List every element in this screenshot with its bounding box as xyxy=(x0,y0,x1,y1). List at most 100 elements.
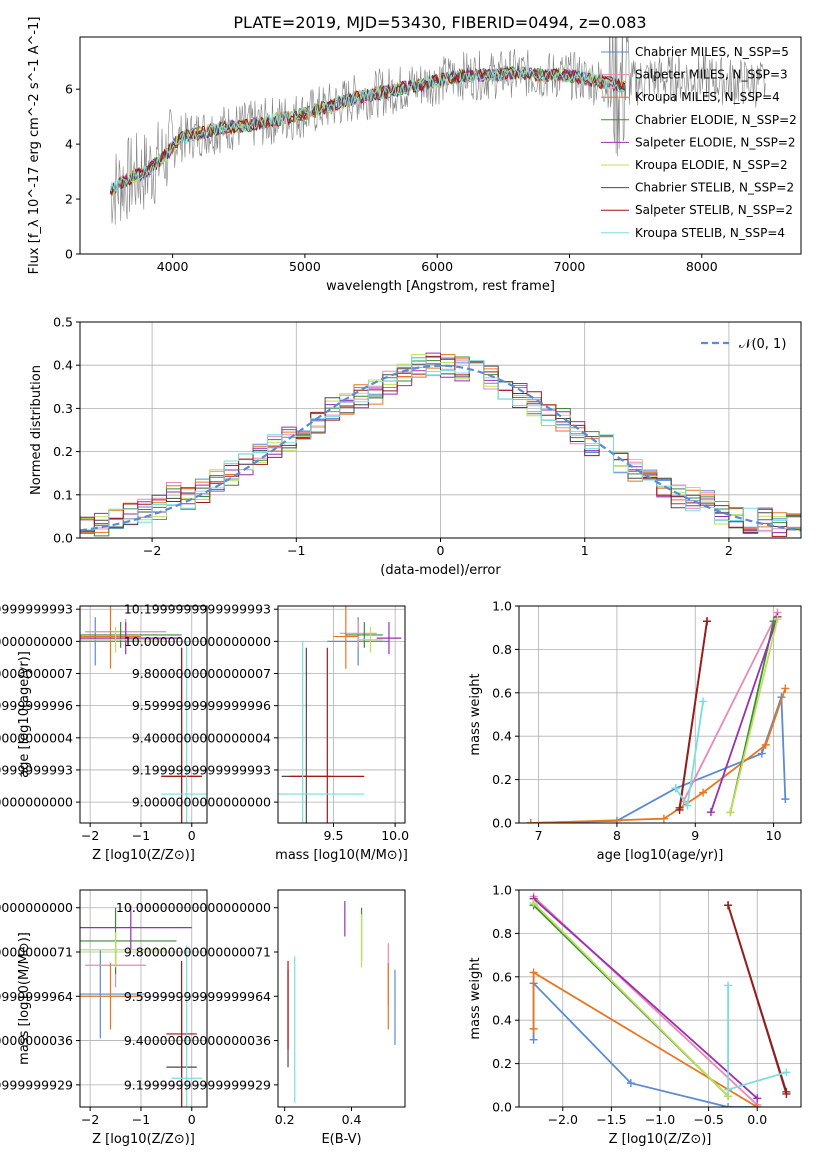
x-axis-label: Z [log10(Z/Z⊙)] xyxy=(92,1132,195,1147)
plot-area xyxy=(80,352,801,537)
series-line-kroupa_stelib xyxy=(674,701,704,809)
panel-spectrum: 4000 5000 6000 7000 8000 0 2 4 6 wavelength [Angs… xyxy=(27,17,802,294)
point-marker-kroupa_stelib xyxy=(699,697,708,706)
y-tick-label: 0.1 xyxy=(53,487,73,502)
model-spectrum-kroupa_miles xyxy=(109,67,626,194)
plot-area xyxy=(529,892,791,1107)
y-axis-label: mass weight xyxy=(468,957,483,1039)
series-line-salpeter_miles xyxy=(682,612,779,802)
model-spectrum-salpeter_stelib xyxy=(109,66,626,197)
y-tick-label: 9.1999999999999993 xyxy=(132,762,271,777)
panel-age-vs-Z: −2 −1 0 9.0000000000000000 9.199999999999999… xyxy=(0,602,208,863)
x-tick-label: 10.0 xyxy=(381,828,409,843)
x-axis-label: (data-model)/error xyxy=(380,563,501,578)
legend-label-kroupa_elodie: Kroupa ELODIE, N_SSP=2 xyxy=(635,158,788,172)
errorbar-kroupa_stelib xyxy=(171,945,202,1107)
x-tick-label: −2 xyxy=(81,828,99,843)
point-marker-kroupa_miles xyxy=(529,1024,538,1033)
point-marker-kroupa_elodie xyxy=(726,808,735,817)
panel-mass-vs-ebv: 0.2 0.4 9.19999999999999929 9.4000000000000… xyxy=(116,889,406,1147)
plot-area xyxy=(278,606,402,823)
panel-massweight-vs-age: 7 8 9 10 0.0 0.2 0.4 0.6 0.8 1.0 age [log10(age/yr… xyxy=(468,599,802,863)
y-tick-label: 0.4 xyxy=(492,729,512,744)
y-tick-label: 10.1999999999999993 xyxy=(0,602,73,617)
x-tick-label: −1 xyxy=(132,828,150,843)
y-tick-label: 9.8000000000000007 xyxy=(0,666,73,681)
legend-label-chabrier_miles: Chabrier MILES, N_SSP=5 xyxy=(635,45,789,59)
y-tick-label: 0.5 xyxy=(53,315,73,330)
point-marker-chabrier_miles xyxy=(724,1103,733,1107)
point-marker-kroupa_stelib xyxy=(683,801,692,810)
point-marker-kroupa_stelib xyxy=(782,1068,791,1077)
gaussian-curve xyxy=(80,364,801,532)
y-tick-label: 0.8 xyxy=(492,926,512,941)
point-marker-chabrier_miles xyxy=(781,795,790,804)
x-tick-label: 6000 xyxy=(421,259,453,274)
errorbar-kroupa_miles xyxy=(80,963,141,1030)
y-tick-label: 0.4 xyxy=(492,1013,512,1028)
y-axis-label: mass [log10(M/M⊙)] xyxy=(17,932,32,1065)
x-tick-label: −1.0 xyxy=(645,1112,675,1127)
axes-frame xyxy=(79,36,802,255)
point-marker-chabrier_miles xyxy=(757,749,766,758)
x-tick-label: 7000 xyxy=(554,259,586,274)
point-marker-salpeter_stelib xyxy=(782,1089,791,1098)
errorbar-salpeter_elodie xyxy=(80,905,192,950)
y-tick-label: 9.5999999999999996 xyxy=(132,698,271,713)
y-axis-label: mass weight xyxy=(468,673,483,755)
x-axis-label: age [log10(age/yr)] xyxy=(597,848,724,863)
model-spectrum-chabrier_elodie xyxy=(109,65,626,194)
axes-frame xyxy=(79,605,208,824)
point-marker-chabrier_miles xyxy=(626,1079,635,1088)
y-tick-label: 9.40000000000000036 xyxy=(0,1033,73,1048)
y-tick-label: 9.80000000000000071 xyxy=(124,945,271,960)
y-tick-label: 10.00000000000000000 xyxy=(116,900,271,915)
x-tick-label: −2 xyxy=(143,543,161,558)
y-tick-label: 9.8000000000000007 xyxy=(132,666,271,681)
point-marker-kroupa_stelib xyxy=(724,1085,733,1094)
y-tick-label: 9.80000000000000071 xyxy=(0,945,73,960)
y-tick-label: 9.0000000000000000 xyxy=(132,795,271,810)
x-tick-label: 8000 xyxy=(686,259,718,274)
x-axis-label: Z [log10(Z/Z⊙)] xyxy=(92,848,195,863)
y-tick-label: 9.40000000000000036 xyxy=(124,1033,271,1048)
errorbar-chabrier_miles xyxy=(80,949,147,1039)
x-tick-label: 9.5 xyxy=(324,828,344,843)
errorbar-salpeter_stelib xyxy=(290,647,365,823)
y-tick-label: 0 xyxy=(65,247,73,262)
legend-label-salpeter_miles: Salpeter MILES, N_SSP=3 xyxy=(635,68,788,82)
y-tick-label: 0.0 xyxy=(492,816,512,831)
x-axis-label: Z [log10(Z/Z⊙)] xyxy=(609,1132,712,1147)
x-tick-label: −1 xyxy=(287,543,305,558)
point-marker-salpeter_elodie xyxy=(753,1094,762,1103)
x-tick-label: 9 xyxy=(691,828,699,843)
y-tick-label: 2 xyxy=(65,192,73,207)
legend-label-salpeter_elodie: Salpeter ELODIE, N_SSP=2 xyxy=(635,135,796,149)
point-marker-salpeter_stelib xyxy=(703,617,711,626)
errorbar-salpeter_elodie xyxy=(80,622,182,655)
y-tick-label: 6 xyxy=(65,82,73,97)
y-tick-label: 0.3 xyxy=(53,401,73,416)
y-tick-label: 1.0 xyxy=(492,599,512,614)
errorbar-salpeter_miles xyxy=(339,620,377,647)
x-tick-label: 0 xyxy=(188,828,196,843)
plot-area xyxy=(109,37,766,225)
y-tick-label: 0.0 xyxy=(492,1100,512,1115)
point-marker-salpeter_stelib xyxy=(675,805,684,814)
x-axis-label: mass [log10(M/M⊙)] xyxy=(275,848,408,863)
errorbar-kroupa_miles xyxy=(80,606,141,669)
y-tick-label: 4 xyxy=(65,137,73,152)
axes-frame xyxy=(518,605,802,824)
y-tick-label: 10.0000000000000000 xyxy=(0,634,73,649)
errorbar-kroupa_stelib xyxy=(161,641,207,823)
y-tick-label: 0.2 xyxy=(53,444,73,459)
x-tick-label: 7 xyxy=(535,828,543,843)
y-tick-label: 9.1999999999999993 xyxy=(0,762,73,777)
y-tick-label: 0.2 xyxy=(492,772,512,787)
panel-age-vs-mass: 9.5 10.0 9.0000000000000000 9.1999999999999… xyxy=(124,602,409,863)
y-tick-label: 0.6 xyxy=(492,969,512,984)
series-line-salpeter_stelib xyxy=(727,904,788,1095)
y-tick-label: 9.19999999999999929 xyxy=(124,1077,271,1092)
x-tick-label: 8 xyxy=(613,828,621,843)
y-tick-label: 0.4 xyxy=(53,358,73,373)
